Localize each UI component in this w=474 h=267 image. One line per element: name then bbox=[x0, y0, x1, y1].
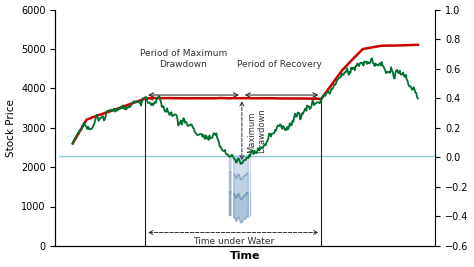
Text: Period of Recovery: Period of Recovery bbox=[237, 60, 322, 69]
Y-axis label: Stock Price: Stock Price bbox=[6, 99, 16, 157]
Text: Maximum
Drawdown: Maximum Drawdown bbox=[247, 108, 266, 153]
X-axis label: Time: Time bbox=[230, 252, 261, 261]
Text: Period of Maximum
Drawdown: Period of Maximum Drawdown bbox=[139, 49, 227, 69]
Text: Time under Water: Time under Water bbox=[192, 237, 274, 246]
